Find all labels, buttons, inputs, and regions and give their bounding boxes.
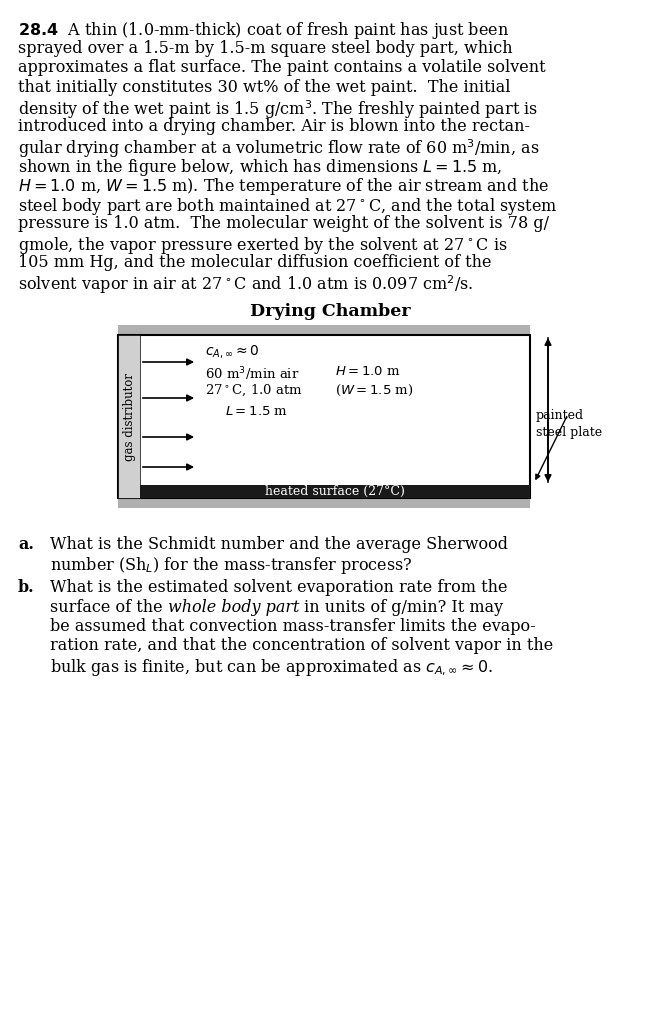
Text: $\mathbf{28.4}$  A thin (1.0-mm-thick) coat of fresh paint has just been: $\mathbf{28.4}$ A thin (1.0-mm-thick) co…	[18, 20, 509, 41]
Text: sprayed over a 1.5-m by 1.5-m square steel body part, which: sprayed over a 1.5-m by 1.5-m square ste…	[18, 40, 513, 57]
Text: painted
steel plate: painted steel plate	[536, 409, 602, 439]
Text: that initially constitutes 30 wt% of the wet paint.  The initial: that initially constitutes 30 wt% of the…	[18, 78, 510, 96]
Text: b.: b.	[18, 579, 34, 596]
Text: bulk gas is finite, but can be approximated as $c_{A,\infty} \approx 0$.: bulk gas is finite, but can be approxima…	[50, 657, 493, 678]
Text: ration rate, and that the concentration of solvent vapor in the: ration rate, and that the concentration …	[50, 637, 553, 655]
Text: heated surface (27°C): heated surface (27°C)	[265, 485, 405, 498]
Text: $c_{A,\infty} \approx 0$: $c_{A,\infty} \approx 0$	[205, 343, 259, 360]
Text: gular drying chamber at a volumetric flow rate of 60 m$^3$/min, as: gular drying chamber at a volumetric flo…	[18, 137, 539, 160]
Text: $H = 1.0$ m, $W = 1.5$ m). The temperature of the air stream and the: $H = 1.0$ m, $W = 1.5$ m). The temperatu…	[18, 176, 549, 197]
Text: Drying Chamber: Drying Chamber	[249, 303, 411, 320]
Bar	[140, 485, 530, 498]
Text: be assumed that convection mass-transfer limits the evapo-: be assumed that convection mass-transfer…	[50, 618, 536, 635]
Bar	[118, 335, 140, 498]
Text: What is the Schmidt number and the average Sherwood: What is the Schmidt number and the avera…	[50, 536, 508, 553]
Text: surface of the: surface of the	[50, 599, 168, 616]
Text: number (Sh$_L$) for the mass-transfer process?: number (Sh$_L$) for the mass-transfer pr…	[50, 556, 412, 576]
Text: $H = 1.0$ m: $H = 1.0$ m	[335, 365, 401, 378]
Text: shown in the figure below, which has dimensions $L = 1.5$ m,: shown in the figure below, which has dim…	[18, 157, 502, 177]
Text: 105 mm Hg, and the molecular diffusion coefficient of the: 105 mm Hg, and the molecular diffusion c…	[18, 254, 492, 271]
Text: approximates a flat surface. The paint contains a volatile solvent: approximates a flat surface. The paint c…	[18, 59, 546, 76]
Text: in units of g/min? It may: in units of g/min? It may	[299, 599, 503, 616]
Text: 27$^\circ$C, 1.0 atm: 27$^\circ$C, 1.0 atm	[205, 383, 303, 398]
Text: pressure is 1.0 atm.  The molecular weight of the solvent is 78 g/: pressure is 1.0 atm. The molecular weigh…	[18, 215, 549, 232]
Text: whole body part: whole body part	[168, 599, 299, 616]
Text: What is the estimated solvent evaporation rate from the: What is the estimated solvent evaporatio…	[50, 579, 508, 596]
Text: a.: a.	[18, 536, 34, 553]
Text: $L = 1.5$ m: $L = 1.5$ m	[225, 405, 288, 418]
Text: introduced into a drying chamber. Air is blown into the rectan-: introduced into a drying chamber. Air is…	[18, 117, 530, 134]
Text: gmole, the vapor pressure exerted by the solvent at 27$^\circ$C is: gmole, the vapor pressure exerted by the…	[18, 234, 508, 256]
Text: ($W = 1.5$ m): ($W = 1.5$ m)	[335, 383, 414, 398]
Text: density of the wet paint is 1.5 g/cm$^3$. The freshly painted part is: density of the wet paint is 1.5 g/cm$^3$…	[18, 98, 538, 121]
Bar	[118, 325, 530, 335]
Text: solvent vapor in air at 27$^\circ$C and 1.0 atm is 0.097 cm$^2$/s.: solvent vapor in air at 27$^\circ$C and …	[18, 274, 473, 296]
Text: 60 m$^3$/min air: 60 m$^3$/min air	[205, 365, 300, 383]
Text: steel body part are both maintained at 27$^\circ$C, and the total system: steel body part are both maintained at 2…	[18, 195, 558, 217]
Bar	[118, 498, 530, 508]
Bar	[118, 335, 530, 498]
Text: gas distributor: gas distributor	[123, 373, 135, 460]
